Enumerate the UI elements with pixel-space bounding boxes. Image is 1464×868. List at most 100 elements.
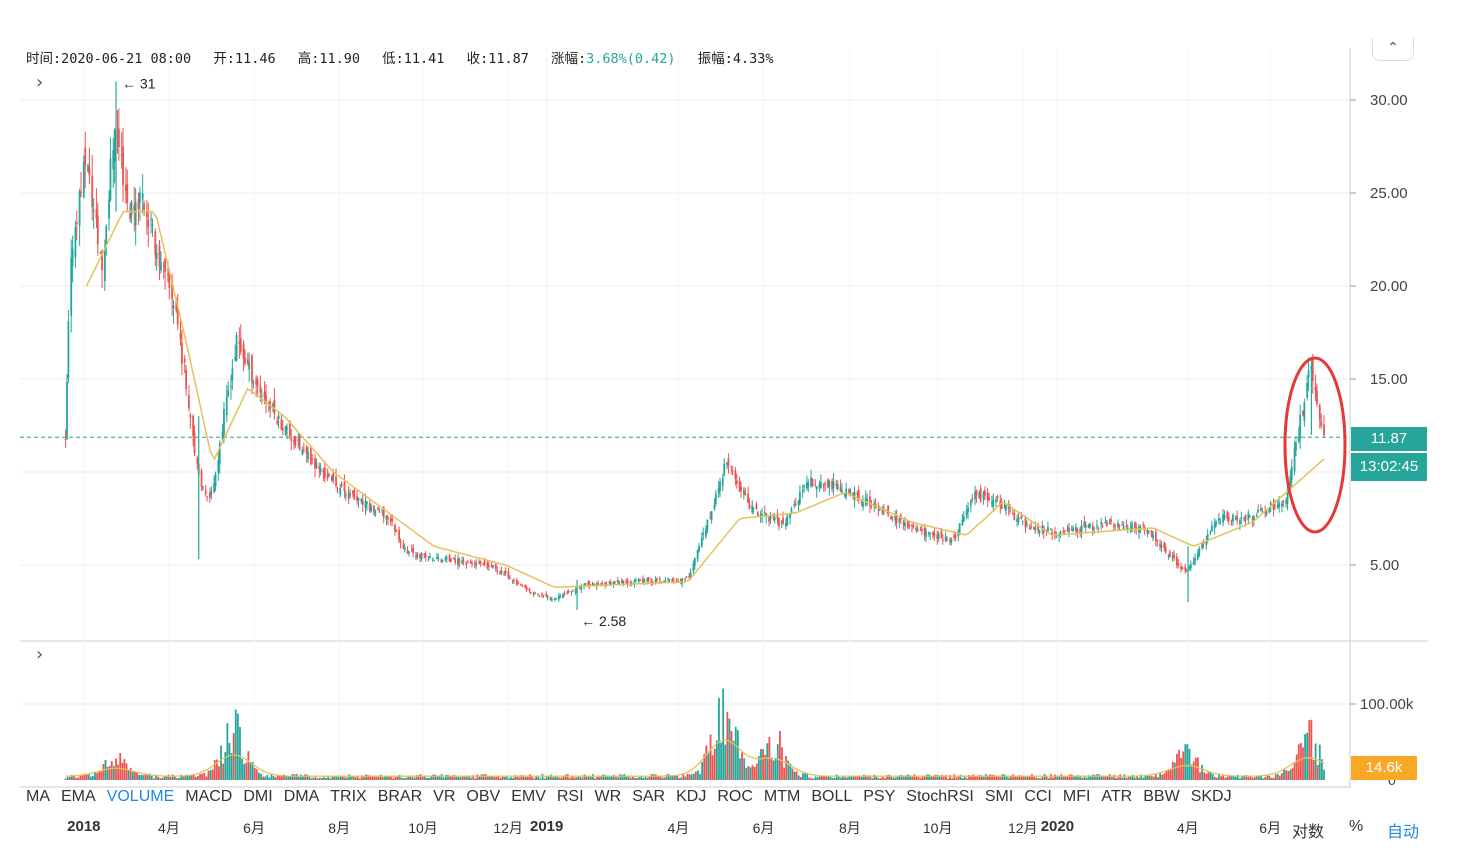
volume-bar (1098, 774, 1101, 780)
candle-body (1096, 525, 1098, 527)
indicator-atr[interactable]: ATR (1101, 788, 1133, 805)
candle-body (482, 563, 485, 565)
percent-scale-toggle[interactable]: % (1349, 818, 1364, 835)
auto-scale-toggle[interactable]: 自动 (1387, 824, 1420, 841)
volume-bar (1255, 776, 1258, 780)
volume-bar (1129, 775, 1132, 780)
volume-bar (778, 730, 781, 780)
indicator-stochrsi[interactable]: StochRSI (906, 788, 974, 805)
indicator-brar[interactable]: BRAR (377, 788, 423, 805)
volume-bar (1243, 775, 1246, 780)
indicator-psy[interactable]: PSY (863, 788, 896, 805)
volume-bar (421, 775, 424, 780)
volume-bar (394, 777, 397, 780)
candle-body (71, 248, 74, 266)
indicator-cci[interactable]: CCI (1024, 788, 1052, 805)
volume-bar (344, 777, 346, 780)
indicator-rsi[interactable]: RSI (556, 788, 584, 805)
volume-bar (535, 775, 538, 780)
candle-body (1177, 563, 1180, 566)
candle-body (145, 211, 148, 218)
volume-bar (1253, 777, 1256, 780)
indicator-mtm[interactable]: MTM (763, 788, 801, 805)
indicator-smi[interactable]: SMI (984, 788, 1014, 805)
candle-body (204, 490, 207, 495)
volume-bar (949, 775, 951, 780)
volume-bar (888, 774, 891, 780)
candle-body (365, 501, 368, 505)
candle-body (524, 584, 527, 588)
candle-body (974, 491, 976, 500)
volume-bar (1314, 743, 1317, 780)
volume-bar (197, 775, 199, 780)
candle-body (881, 507, 884, 514)
volume-bar (1320, 759, 1323, 780)
volume-bar (911, 776, 914, 780)
volume-bar (1064, 776, 1067, 780)
log-scale-toggle[interactable]: 对数 (1292, 824, 1325, 841)
candle-body (1219, 522, 1222, 524)
candle-body (130, 201, 133, 216)
candle-body (424, 555, 427, 558)
volume-bar (83, 773, 86, 780)
candle-body (1016, 519, 1018, 523)
volume-bar (79, 775, 82, 780)
volume-bar (333, 776, 336, 780)
indicator-dmi[interactable]: DMI (243, 788, 273, 805)
indicator-ema[interactable]: EMA (61, 788, 96, 805)
indicator-bbw[interactable]: BBW (1143, 788, 1180, 805)
indicator-mfi[interactable]: MFI (1062, 788, 1091, 805)
candle-body (1205, 540, 1208, 545)
volume-bar (144, 773, 147, 780)
volume-bar (457, 777, 460, 780)
volume-bar (434, 774, 437, 780)
volume-bar (163, 775, 166, 780)
candle-body (1051, 531, 1054, 535)
volume-bar (134, 771, 136, 780)
candle-body (479, 560, 482, 565)
time-axis-label: 6月 (1259, 820, 1282, 836)
main-pane-collapse-icon[interactable]: › (36, 72, 44, 93)
indicator-dma[interactable]: DMA (283, 788, 320, 805)
indicator-wr[interactable]: WR (594, 788, 622, 805)
indicator-skdj[interactable]: SKDJ (1190, 788, 1232, 805)
candle-body (1150, 530, 1153, 537)
candle-body (92, 210, 95, 212)
candle-body (1131, 523, 1133, 532)
candle-body (227, 390, 230, 397)
chevron-up-icon[interactable]: ⌃ (1372, 38, 1414, 61)
candle-body (672, 580, 675, 582)
candle-body (806, 482, 808, 489)
indicator-volume[interactable]: VOLUME (106, 788, 175, 805)
indicator-emv[interactable]: EMV (511, 788, 546, 805)
volume-bar (680, 777, 683, 780)
candle-body (1125, 525, 1128, 528)
volume-bar (108, 765, 111, 780)
candle-body (549, 597, 552, 600)
volume-bar (291, 774, 294, 780)
candle-body (752, 507, 755, 509)
indicator-ma[interactable]: MA (26, 788, 50, 805)
volume-bar (287, 775, 290, 780)
indicator-boll[interactable]: BOLL (811, 788, 853, 805)
indicator-roc[interactable]: ROC (717, 788, 753, 805)
volume-pane-collapse-icon[interactable]: › (36, 644, 44, 665)
indicator-kdj[interactable]: KDJ (676, 788, 707, 805)
candle-body (650, 578, 653, 583)
volume-bar (692, 773, 695, 780)
candle-body (462, 561, 465, 563)
indicator-vr[interactable]: VR (433, 788, 456, 805)
volume-bar (113, 766, 115, 780)
candle-body (416, 553, 419, 558)
volume-bar (167, 774, 170, 780)
candle-body (1160, 545, 1163, 548)
indicator-trix[interactable]: TRIX (330, 788, 367, 805)
volume-bar (358, 778, 361, 780)
indicator-macd[interactable]: MACD (185, 788, 233, 805)
indicator-sar[interactable]: SAR (632, 788, 666, 805)
indicator-obv[interactable]: OBV (466, 788, 501, 805)
candle-body (786, 515, 789, 525)
candle-body (297, 438, 300, 441)
high-readout: 高:11.90 (297, 51, 361, 67)
